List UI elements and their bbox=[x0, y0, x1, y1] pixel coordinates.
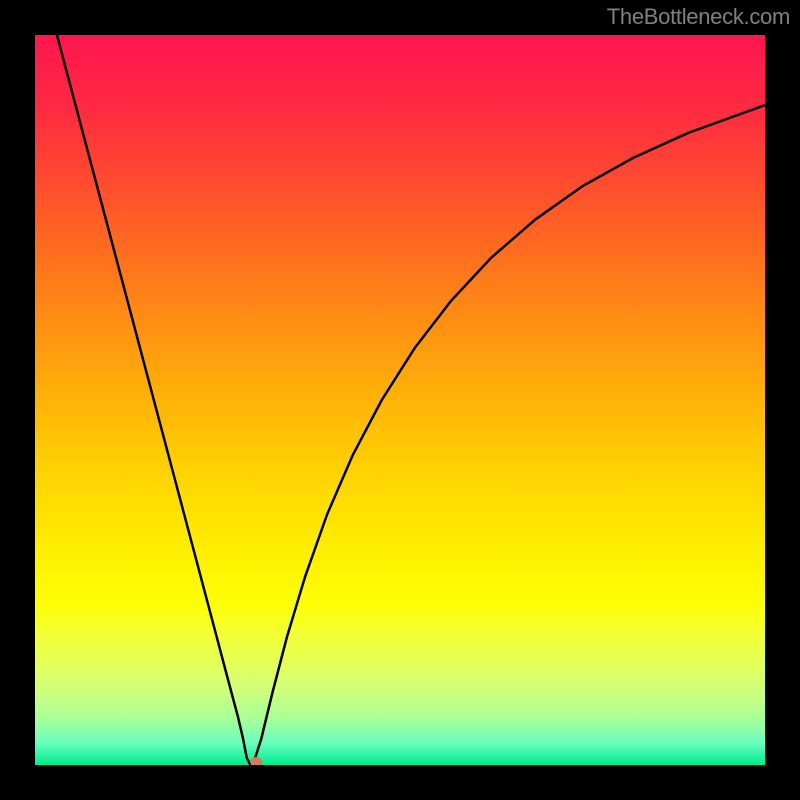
bottleneck-chart bbox=[35, 35, 765, 765]
plot-area bbox=[35, 35, 765, 765]
attribution-text: TheBottleneck.com bbox=[607, 4, 790, 30]
gradient-background bbox=[35, 35, 765, 765]
